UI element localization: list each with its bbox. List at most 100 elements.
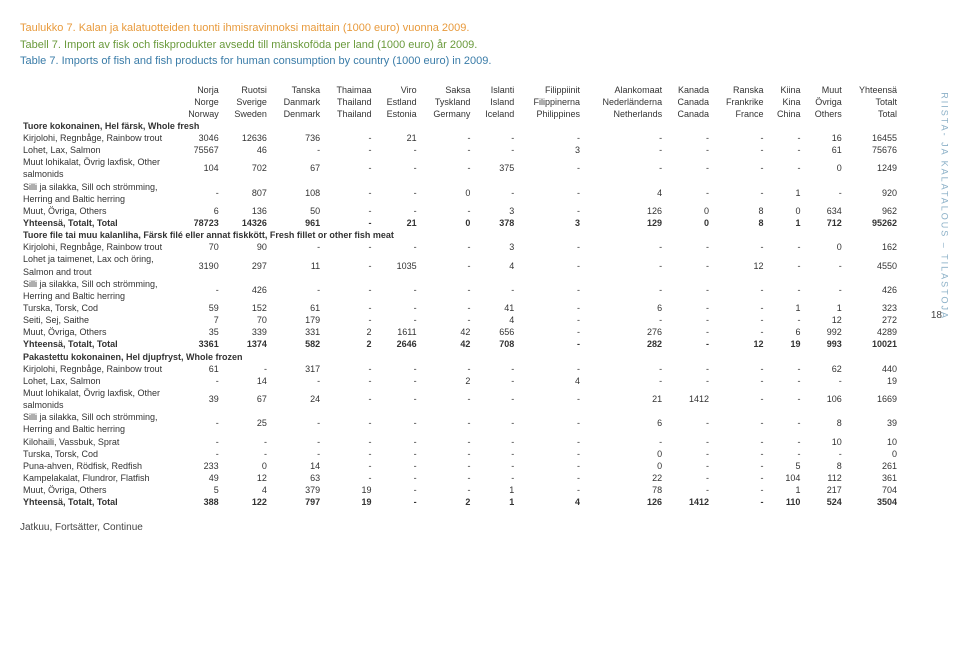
data-cell: - xyxy=(665,436,712,448)
total-cell: 712 xyxy=(803,217,844,229)
data-cell: Silli ja silakka, Sill och strömming, He… xyxy=(20,411,176,435)
total-cell: 2646 xyxy=(375,338,420,350)
col-header: Totalt xyxy=(845,96,900,108)
data-cell: 104 xyxy=(176,156,222,180)
data-cell: 10 xyxy=(845,436,900,448)
data-cell: - xyxy=(176,181,222,205)
data-cell: - xyxy=(767,436,804,448)
data-cell: 1611 xyxy=(375,326,420,338)
data-cell: - xyxy=(375,314,420,326)
data-cell: 90 xyxy=(222,241,270,253)
data-cell: 8 xyxy=(712,205,766,217)
total-cell: 129 xyxy=(583,217,665,229)
total-cell: 797 xyxy=(270,496,323,508)
total-cell: 1 xyxy=(473,496,517,508)
data-cell: 63 xyxy=(270,472,323,484)
data-cell: - xyxy=(270,375,323,387)
data-cell: 25 xyxy=(222,411,270,435)
data-cell: 3 xyxy=(473,241,517,253)
data-cell: 39 xyxy=(845,411,900,435)
data-cell: 14 xyxy=(222,375,270,387)
total-cell: 524 xyxy=(803,496,844,508)
data-cell: 323 xyxy=(845,302,900,314)
data-cell: - xyxy=(712,375,766,387)
data-cell: 361 xyxy=(845,472,900,484)
data-cell: - xyxy=(583,375,665,387)
data-cell: - xyxy=(712,241,766,253)
data-cell: - xyxy=(323,144,374,156)
total-cell: 961 xyxy=(270,217,323,229)
data-cell: Kampelakalat, Flundror, Flatfish xyxy=(20,472,176,484)
data-cell: - xyxy=(375,205,420,217)
data-cell: - xyxy=(517,436,583,448)
data-cell: 162 xyxy=(845,241,900,253)
data-cell: - xyxy=(323,460,374,472)
data-cell: - xyxy=(517,181,583,205)
data-cell: Puna-ahven, Rödfisk, Redfish xyxy=(20,460,176,472)
data-cell: 736 xyxy=(270,132,323,144)
data-cell: 12 xyxy=(803,314,844,326)
data-cell: 8 xyxy=(803,411,844,435)
data-cell: - xyxy=(712,144,766,156)
total-cell: 126 xyxy=(583,496,665,508)
data-cell: 0 xyxy=(845,448,900,460)
total-cell: - xyxy=(323,217,374,229)
data-cell: 634 xyxy=(803,205,844,217)
data-cell: 2 xyxy=(323,326,374,338)
col-header xyxy=(20,108,176,120)
footer-continue: Jatkuu, Fortsätter, Continue xyxy=(20,522,920,533)
total-cell: Yhteensä, Totalt, Total xyxy=(20,338,176,350)
total-cell: 3 xyxy=(517,217,583,229)
data-cell: 108 xyxy=(270,181,323,205)
data-cell: 0 xyxy=(583,460,665,472)
col-header: Estland xyxy=(375,96,420,108)
data-cell: - xyxy=(803,253,844,277)
data-cell: - xyxy=(767,144,804,156)
data-cell: - xyxy=(712,484,766,496)
data-cell: - xyxy=(583,314,665,326)
data-cell: - xyxy=(420,472,474,484)
data-cell: - xyxy=(323,411,374,435)
data-cell: 6 xyxy=(583,302,665,314)
data-cell: - xyxy=(665,411,712,435)
data-cell: 379 xyxy=(270,484,323,496)
data-cell: 426 xyxy=(222,278,270,302)
data-cell: - xyxy=(767,448,804,460)
total-cell: 8 xyxy=(712,217,766,229)
data-cell: - xyxy=(583,156,665,180)
data-cell: Silli ja silakka, Sill och strömming, He… xyxy=(20,278,176,302)
data-cell: - xyxy=(323,314,374,326)
total-cell: 95262 xyxy=(845,217,900,229)
col-header: Canada xyxy=(665,96,712,108)
data-cell: - xyxy=(176,436,222,448)
total-cell: 582 xyxy=(270,338,323,350)
data-cell: 67 xyxy=(270,156,323,180)
data-cell: 70 xyxy=(222,314,270,326)
data-cell: - xyxy=(517,484,583,496)
data-cell: Kirjolohi, Regnbåge, Rainbow trout xyxy=(20,241,176,253)
data-cell: 1 xyxy=(803,302,844,314)
data-cell: 106 xyxy=(803,387,844,411)
data-cell: - xyxy=(270,241,323,253)
data-cell: - xyxy=(222,363,270,375)
col-header: Iceland xyxy=(473,108,517,120)
data-cell: 4 xyxy=(473,253,517,277)
data-cell: - xyxy=(473,387,517,411)
data-cell: - xyxy=(176,278,222,302)
data-cell: - xyxy=(323,181,374,205)
col-header: Filippiinit xyxy=(517,84,583,96)
data-cell: - xyxy=(712,448,766,460)
data-cell: 75567 xyxy=(176,144,222,156)
col-header: Others xyxy=(803,108,844,120)
data-cell: - xyxy=(712,363,766,375)
data-cell: Muut, Övriga, Others xyxy=(20,205,176,217)
data-cell: 6 xyxy=(767,326,804,338)
data-cell: Turska, Torsk, Cod xyxy=(20,448,176,460)
data-cell: 4 xyxy=(222,484,270,496)
total-cell: 388 xyxy=(176,496,222,508)
col-header: Norja xyxy=(176,84,222,96)
col-header: Thailand xyxy=(323,96,374,108)
total-cell: 3361 xyxy=(176,338,222,350)
col-header: Norge xyxy=(176,96,222,108)
data-cell: - xyxy=(517,387,583,411)
